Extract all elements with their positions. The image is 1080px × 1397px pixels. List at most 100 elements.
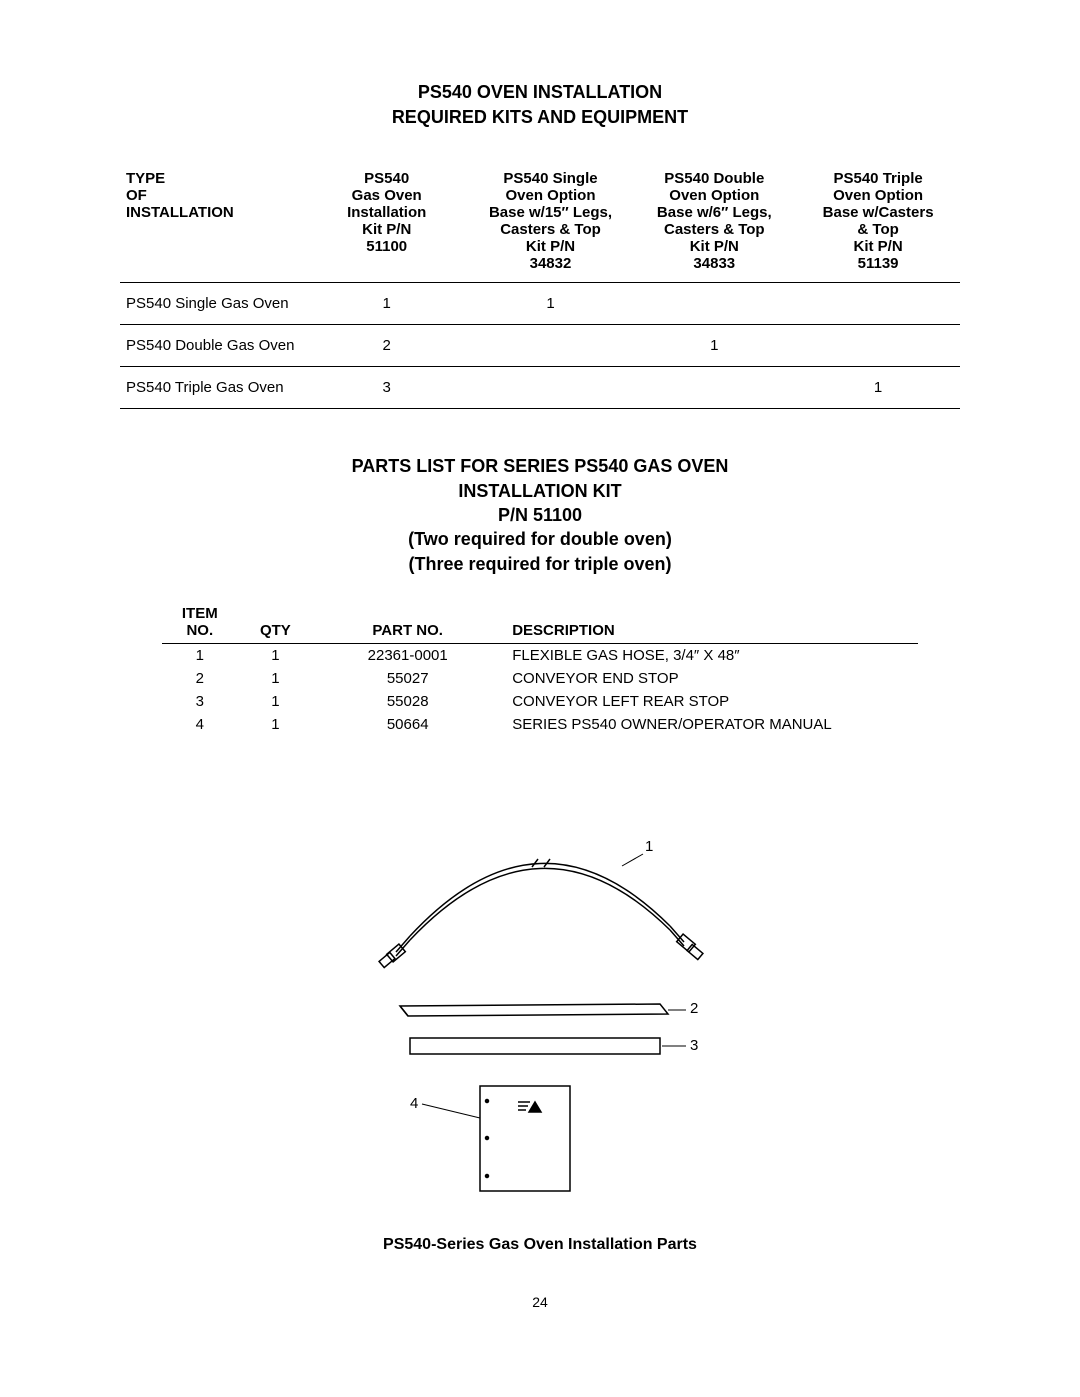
- kits-col-install-kit: PS540 Gas Oven Installation Kit P/N 5110…: [305, 165, 469, 283]
- cell-no: 3: [162, 690, 238, 713]
- parts-diagram-svg: 1 2 3 4: [330, 806, 750, 1206]
- header-text: 51100: [366, 238, 407, 255]
- header-text: Oven Option: [833, 187, 923, 204]
- header-part: PART NO.: [313, 601, 502, 644]
- callout-4: 4: [410, 1095, 418, 1112]
- cell: 1: [632, 325, 796, 367]
- header-text: Kit P/N: [362, 221, 411, 238]
- table-row: PS540 Double Gas Oven 2 1: [120, 325, 960, 367]
- header-text: PS540: [364, 170, 409, 187]
- cell-part: 50664: [313, 713, 502, 736]
- cell-desc: CONVEYOR END STOP: [502, 667, 918, 690]
- cell-no: 4: [162, 713, 238, 736]
- rear-stop-icon: [410, 1038, 660, 1054]
- kits-col-triple: PS540 Triple Oven Option Base w/Casters …: [796, 165, 960, 283]
- header-text: 51139: [858, 255, 899, 272]
- cell-qty: 1: [238, 690, 314, 713]
- hose-icon: [379, 859, 703, 968]
- cell-qty: 1: [238, 713, 314, 736]
- figure-caption: PS540-Series Gas Oven Installation Parts: [120, 1236, 960, 1254]
- row-label: PS540 Double Gas Oven: [120, 325, 305, 367]
- row-label: PS540 Single Gas Oven: [120, 283, 305, 325]
- page-title-line-1: PS540 OVEN INSTALLATION: [120, 80, 960, 105]
- header-text: 34832: [530, 255, 572, 272]
- parts-title-block: PARTS LIST FOR SERIES PS540 GAS OVEN INS…: [120, 454, 960, 575]
- page-title-line-2: REQUIRED KITS AND EQUIPMENT: [120, 105, 960, 130]
- cell-no: 1: [162, 643, 238, 667]
- cell-no: 2: [162, 667, 238, 690]
- header-text: Installation: [347, 204, 426, 221]
- header-text: Base w/15″ Legs,: [489, 204, 612, 221]
- header-text: Kit P/N: [690, 238, 739, 255]
- cell-qty: 1: [238, 667, 314, 690]
- cell-desc: FLEXIBLE GAS HOSE, 3/4″ X 48″: [502, 643, 918, 667]
- end-stop-icon: [400, 1004, 668, 1016]
- table-row: 4 1 50664 SERIES PS540 OWNER/OPERATOR MA…: [162, 713, 918, 736]
- table-row: PS540 Single Gas Oven 1 1: [120, 283, 960, 325]
- table-row: PS540 Triple Gas Oven 3 1: [120, 367, 960, 409]
- cell-qty: 1: [238, 643, 314, 667]
- cell: [469, 325, 633, 367]
- callout-1: 1: [645, 838, 653, 855]
- cell: 1: [305, 283, 469, 325]
- table-row: 1 1 22361-0001 FLEXIBLE GAS HOSE, 3/4″ X…: [162, 643, 918, 667]
- header-text: Casters & Top: [664, 221, 765, 238]
- kits-col-single: PS540 Single Oven Option Base w/15″ Legs…: [469, 165, 633, 283]
- header-text: NO.: [186, 622, 213, 639]
- header-text: Gas Oven: [352, 187, 422, 204]
- header-text: PS540 Single: [503, 170, 597, 187]
- header-desc: DESCRIPTION: [502, 601, 918, 644]
- parts-title-line: (Three required for triple oven): [120, 552, 960, 576]
- cell: 3: [305, 367, 469, 409]
- header-text: Base w/6″ Legs,: [657, 204, 772, 221]
- page-number: 24: [120, 1294, 960, 1310]
- cell: 1: [796, 367, 960, 409]
- leader-line: [422, 1104, 480, 1118]
- header-text: ITEM: [182, 605, 218, 622]
- kits-table: TYPE OF INSTALLATION PS540 Gas Oven Inst…: [120, 165, 960, 409]
- parts-title-line: (Two required for double oven): [120, 527, 960, 551]
- table-row: 3 1 55028 CONVEYOR LEFT REAR STOP: [162, 690, 918, 713]
- header-text: 34833: [693, 255, 735, 272]
- header-text: & Top: [857, 221, 898, 238]
- cell: [469, 367, 633, 409]
- header-text: PS540 Double: [664, 170, 764, 187]
- parts-title-line: P/N 51100: [120, 503, 960, 527]
- parts-title-line: PARTS LIST FOR SERIES PS540 GAS OVEN: [120, 454, 960, 478]
- cell-part: 55027: [313, 667, 502, 690]
- header-text: PS540 Triple: [833, 170, 922, 187]
- header-text: OF: [126, 187, 147, 204]
- parts-title-line: INSTALLATION KIT: [120, 479, 960, 503]
- header-text: Casters & Top: [500, 221, 601, 238]
- cell-part: 55028: [313, 690, 502, 713]
- header-text: TYPE: [126, 170, 165, 187]
- header-text: Oven Option: [669, 187, 759, 204]
- kits-table-header-row: TYPE OF INSTALLATION PS540 Gas Oven Inst…: [120, 165, 960, 283]
- leader-line: [622, 854, 643, 866]
- callout-2: 2: [690, 1000, 698, 1017]
- page-title-block: PS540 OVEN INSTALLATION REQUIRED KITS AN…: [120, 80, 960, 130]
- cell-part: 22361-0001: [313, 643, 502, 667]
- kits-col-double: PS540 Double Oven Option Base w/6″ Legs,…: [632, 165, 796, 283]
- header-text: INSTALLATION: [126, 204, 234, 221]
- header-qty: QTY: [238, 601, 314, 644]
- cell: [632, 367, 796, 409]
- header-text: Base w/Casters: [823, 204, 934, 221]
- cell-desc: SERIES PS540 OWNER/OPERATOR MANUAL: [502, 713, 918, 736]
- header-text: Kit P/N: [854, 238, 903, 255]
- manual-icon: [480, 1086, 570, 1191]
- parts-figure: 1 2 3 4 PS540-Series Gas Oven: [120, 806, 960, 1254]
- cell: 2: [305, 325, 469, 367]
- header-text: Kit P/N: [526, 238, 575, 255]
- cell-desc: CONVEYOR LEFT REAR STOP: [502, 690, 918, 713]
- header-item: ITEM NO.: [162, 601, 238, 644]
- header-text: Oven Option: [505, 187, 595, 204]
- parts-table: ITEM NO. QTY PART NO. DESCRIPTION 1 1 22…: [162, 601, 918, 736]
- kits-col-type: TYPE OF INSTALLATION: [120, 165, 305, 283]
- cell: [796, 325, 960, 367]
- cell: 1: [469, 283, 633, 325]
- table-row: 2 1 55027 CONVEYOR END STOP: [162, 667, 918, 690]
- row-label: PS540 Triple Gas Oven: [120, 367, 305, 409]
- callout-3: 3: [690, 1037, 698, 1054]
- cell: [632, 283, 796, 325]
